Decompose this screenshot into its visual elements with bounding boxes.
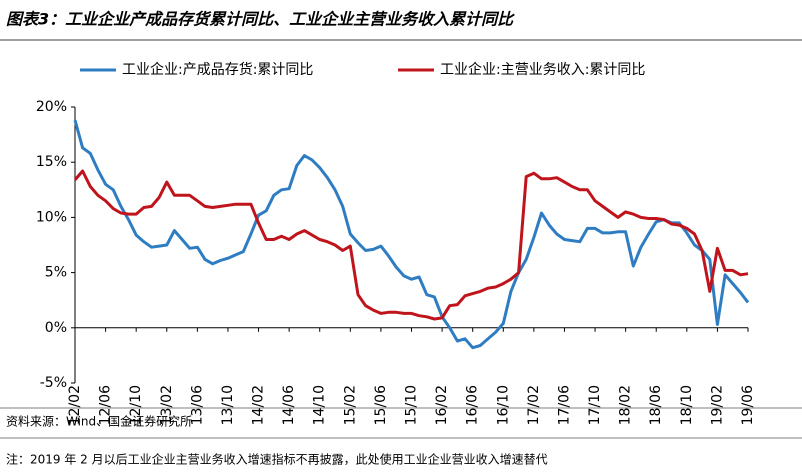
x-tick-label: 17/02: [526, 385, 542, 425]
x-tick-label: 13/10: [220, 385, 236, 425]
y-tick-label: 10%: [36, 209, 67, 225]
x-tick-label: 17/10: [587, 385, 603, 425]
x-tick-label: 18/10: [679, 385, 695, 425]
y-tick-label: -5%: [40, 375, 67, 391]
x-tick-label: 19/06: [740, 385, 756, 425]
legend-label: 工业企业:主营业务收入:累计同比: [440, 61, 645, 78]
x-tick-label: 14/10: [312, 385, 328, 425]
x-tick-label: 12/06: [98, 385, 114, 425]
x-tick-label: 14/02: [251, 385, 267, 425]
x-tick-label: 15/06: [373, 385, 389, 425]
x-tick-label: 13/06: [189, 385, 205, 425]
x-tick-label: 12/02: [67, 385, 83, 425]
legend-label: 工业企业:产成品存货:累计同比: [122, 61, 313, 78]
x-tick-label: 13/02: [159, 385, 175, 425]
x-tick-label: 19/02: [709, 385, 725, 425]
chart-title: 图表3：工业企业产成品存货累计同比、工业企业主营业务收入累计同比: [6, 10, 515, 29]
x-tick-label: 14/06: [281, 385, 297, 425]
y-tick-label: 20%: [36, 99, 67, 115]
series-line: [73, 169, 749, 321]
y-tick-label: 0%: [45, 320, 67, 336]
y-tick-label: 15%: [36, 154, 67, 170]
x-tick-label: 15/02: [342, 385, 358, 425]
x-tick-label: 15/10: [404, 385, 420, 425]
x-tick-label: 17/06: [556, 385, 572, 425]
x-tick-label: 16/06: [465, 385, 481, 425]
x-tick-label: 18/06: [648, 385, 664, 425]
series-line: [73, 119, 750, 350]
note: 注：2019 年 2 月以后工业企业主营业务收入增速指标不再披露，此处使用工业企…: [6, 452, 548, 467]
x-tick-label: 16/10: [495, 385, 511, 425]
y-tick-label: 5%: [45, 265, 67, 281]
x-tick-label: 16/02: [434, 385, 450, 425]
x-tick-label: 12/10: [128, 385, 144, 425]
source: 资料来源：Wind、国金证券研究所: [6, 414, 192, 429]
x-tick-label: 18/02: [618, 385, 634, 425]
